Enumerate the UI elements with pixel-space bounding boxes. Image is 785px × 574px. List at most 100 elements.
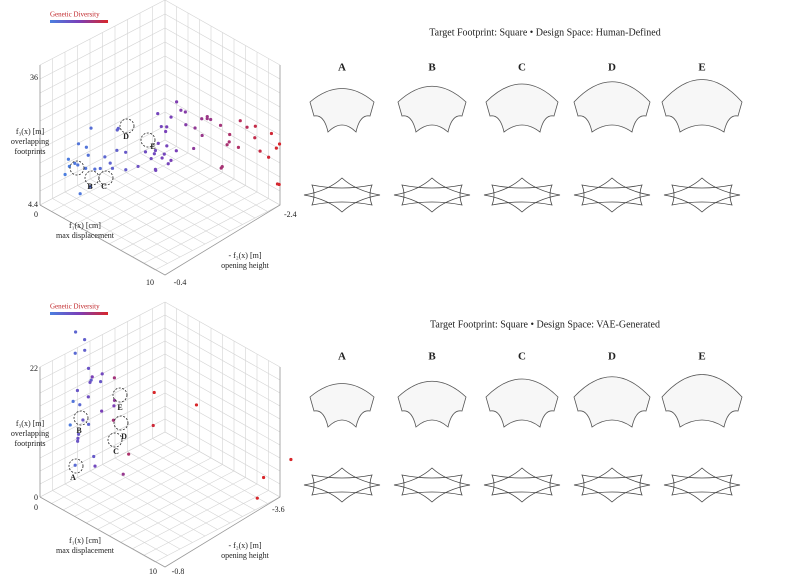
grid-plane [40, 302, 165, 497]
footprint-outline [312, 475, 372, 495]
scatter-dot [69, 423, 72, 426]
axis-title: - f₂(x) [m] [229, 541, 262, 550]
scatter-dot [165, 144, 168, 147]
scatter-dot [76, 437, 79, 440]
scatter-dot [111, 167, 114, 170]
scatter-dot [156, 112, 159, 115]
point-label: C [101, 182, 107, 191]
scatter-dot [83, 338, 86, 341]
scatter-dot [124, 168, 127, 171]
scatter-dot [270, 132, 273, 135]
scatter-dot [152, 424, 155, 427]
footprint-outline [402, 475, 462, 495]
scatter-dot [163, 153, 166, 156]
panel-title: Target Footprint: Square • Design Space:… [430, 319, 660, 330]
axis-title: f₃(x) [m] [16, 127, 45, 136]
scatter-dot [91, 375, 94, 378]
scatter-dot [206, 117, 209, 120]
footprint-outline [312, 185, 372, 205]
footprint-outline [492, 475, 552, 495]
point-label: B [87, 182, 93, 191]
scatter-dot [193, 126, 196, 129]
scatter-dot [278, 183, 281, 186]
axis-title: opening height [221, 551, 270, 560]
legend-gradient [50, 312, 108, 315]
grid-plane [165, 0, 280, 205]
point-label: C [113, 447, 119, 456]
tick-label: 0 [34, 493, 38, 502]
scatter-dot [78, 403, 81, 406]
scatter-dot [99, 167, 102, 170]
scatter-dot [93, 168, 96, 171]
scatter-dot [228, 133, 231, 136]
footprint [304, 178, 380, 212]
scatter-dot [76, 440, 79, 443]
point-label: E [117, 403, 122, 412]
axis-title: f₁(x) [cm] [69, 536, 101, 545]
scatter-dot [87, 423, 90, 426]
footprint [574, 468, 650, 502]
scatter-dot [81, 418, 84, 421]
axis-title: footprints [14, 147, 45, 156]
scatter-dot [256, 497, 259, 500]
footprint [304, 468, 380, 502]
scatter-dot [83, 349, 86, 352]
column-label: D [608, 62, 616, 74]
point-label: D [121, 432, 127, 441]
scatter-dot [165, 125, 168, 128]
footprint [664, 468, 740, 502]
scatter-dot [161, 156, 164, 159]
scatter-dot [87, 367, 90, 370]
tick-label: 4.4 [28, 200, 38, 209]
scatter-dot [175, 149, 178, 152]
shell-render [662, 375, 742, 428]
footprint-outline [672, 185, 732, 205]
footprint-outline [672, 475, 732, 495]
scatter-dot [76, 163, 79, 166]
scatter-dot [99, 380, 102, 383]
scatter-dot [117, 127, 120, 130]
scatter-dot [228, 140, 231, 143]
footprint [664, 178, 740, 212]
scatter-dot [258, 149, 261, 152]
column-label: B [428, 351, 436, 363]
scatter-dot [164, 130, 167, 133]
axis-title: overlapping [11, 137, 49, 146]
tick-label: -0.8 [172, 567, 185, 574]
scatter-dot [175, 100, 178, 103]
shell-render [574, 82, 650, 132]
tick-label: -3.6 [272, 505, 285, 514]
point-label: D [123, 132, 129, 141]
column-label: B [428, 62, 436, 74]
footprint [394, 468, 470, 502]
scatter-dot [113, 376, 116, 379]
scatter-dot [157, 142, 160, 145]
scatter-dot [262, 476, 265, 479]
scatter-dot [154, 168, 157, 171]
axis-title: opening height [221, 261, 270, 270]
scatter-dot [195, 403, 198, 406]
scatter-dot [109, 162, 112, 165]
scatter-dot [184, 123, 187, 126]
scatter-dot [76, 389, 79, 392]
scatter-dot [192, 147, 195, 150]
scatter-dot [84, 167, 87, 170]
shell-render [574, 377, 650, 427]
scatter-dot [219, 124, 222, 127]
scatter-dot [153, 152, 156, 155]
legend-gradient [50, 20, 108, 23]
shell-render [398, 381, 466, 427]
scatter-dot [88, 381, 91, 384]
grid-plane [165, 302, 280, 497]
scatter-dot [79, 192, 82, 195]
footprint-outline [582, 185, 642, 205]
scatter-dot [278, 142, 281, 145]
highlight-ring [70, 161, 84, 175]
scatter-dot [144, 150, 147, 153]
scatter-dot [112, 404, 115, 407]
legend-label: Genetic Diversity [50, 11, 100, 19]
scatter-dot [253, 136, 256, 139]
scatter-dot [225, 143, 228, 146]
scatter-dot [74, 464, 77, 467]
tick-label: 0 [34, 210, 38, 219]
